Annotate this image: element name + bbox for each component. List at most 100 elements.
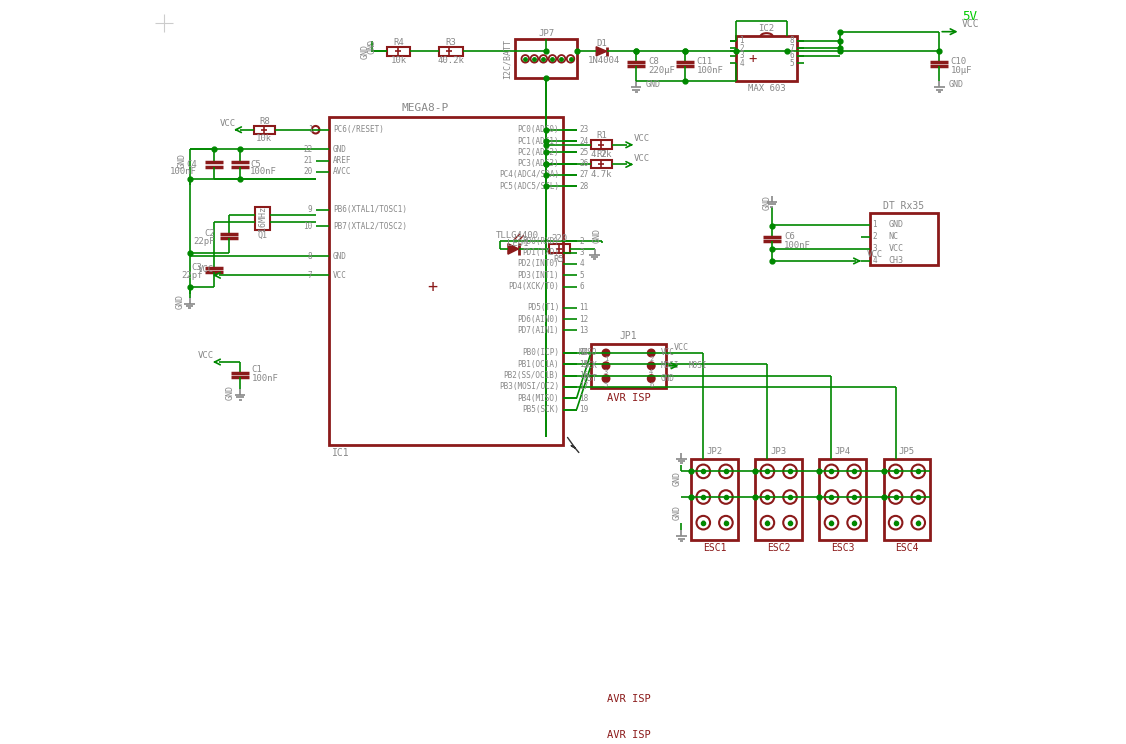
Bar: [756, 458, 802, 540]
Text: VCC: VCC: [634, 154, 650, 163]
Text: PB7(XTAL2/TOSC2): PB7(XTAL2/TOSC2): [333, 222, 406, 231]
Text: 23: 23: [580, 125, 589, 134]
Text: 13: 13: [580, 326, 589, 335]
Text: AVR ISP: AVR ISP: [607, 394, 651, 403]
Text: 4: 4: [580, 260, 584, 269]
Text: 10k: 10k: [391, 56, 406, 65]
Text: C10: C10: [950, 57, 967, 66]
Text: PD4(XCK/T0): PD4(XCK/T0): [508, 282, 560, 291]
Text: 20: 20: [303, 167, 313, 176]
Text: 1: 1: [894, 469, 897, 474]
Text: 25: 25: [580, 148, 589, 157]
Text: 5V: 5V: [962, 10, 977, 23]
Text: 17: 17: [580, 382, 589, 391]
Text: 10μF: 10μF: [950, 65, 972, 74]
Text: PC2(ADC2): PC2(ADC2): [518, 148, 560, 157]
Text: R1: R1: [596, 130, 607, 140]
Text: AVR ISP: AVR ISP: [607, 694, 651, 704]
Text: 4.7k: 4.7k: [591, 150, 613, 159]
Text: JP1: JP1: [619, 331, 637, 341]
Text: PD5(T1): PD5(T1): [527, 304, 560, 312]
Text: 5: 5: [580, 271, 584, 280]
Text: 26: 26: [580, 159, 589, 168]
Text: VCC: VCC: [962, 19, 980, 29]
Text: 8: 8: [789, 36, 794, 45]
Text: PB4(MISO): PB4(MISO): [518, 394, 560, 403]
Text: 4: 4: [649, 369, 653, 375]
Text: 6: 6: [788, 520, 792, 525]
Text: GND: GND: [592, 228, 601, 243]
Text: 220: 220: [551, 234, 568, 243]
Text: 100nF: 100nF: [784, 240, 811, 250]
Text: 100nF: 100nF: [251, 374, 278, 383]
Text: 2: 2: [873, 232, 877, 241]
Text: PC3(ADC3): PC3(ADC3): [518, 159, 560, 168]
Text: 22: 22: [303, 145, 313, 154]
Circle shape: [312, 126, 320, 133]
Text: PC4(ADC4/SDA): PC4(ADC4/SDA): [499, 170, 560, 179]
Text: 18: 18: [580, 394, 589, 403]
Text: R3: R3: [445, 39, 456, 48]
Bar: [884, 458, 930, 540]
Text: R8: R8: [259, 117, 270, 126]
Text: PD0(RXD): PD0(RXD): [522, 237, 560, 246]
Text: 15: 15: [580, 360, 589, 369]
Text: PB3(MOSI/OC2): PB3(MOSI/OC2): [499, 382, 560, 391]
Text: 2: 2: [917, 469, 920, 474]
Text: JP2: JP2: [706, 446, 723, 455]
Text: 2: 2: [788, 469, 792, 474]
Text: GND: GND: [660, 374, 674, 383]
Text: 1N4004: 1N4004: [588, 56, 619, 65]
Text: SCK: SCK: [583, 362, 597, 371]
Text: PC6(/RESET): PC6(/RESET): [333, 125, 384, 134]
Text: PD7(AIN1): PD7(AIN1): [518, 326, 560, 335]
Text: 12: 12: [580, 315, 589, 324]
Text: 1: 1: [701, 469, 705, 474]
Text: JP7: JP7: [538, 30, 554, 39]
Text: 4: 4: [873, 257, 877, 266]
Text: +: +: [428, 278, 438, 295]
Text: 4: 4: [740, 59, 744, 68]
Text: 100nF: 100nF: [250, 167, 277, 176]
Text: RST: RST: [583, 374, 597, 383]
Text: 10k: 10k: [257, 133, 272, 143]
Text: TLLG4400: TLLG4400: [497, 231, 539, 240]
Text: AVCC: AVCC: [333, 167, 351, 176]
Text: VCC: VCC: [220, 119, 235, 128]
Text: VCC: VCC: [888, 244, 904, 254]
Circle shape: [602, 362, 610, 370]
Text: 6: 6: [724, 520, 727, 525]
Text: 100nF: 100nF: [170, 167, 197, 176]
Text: PD3(INT1): PD3(INT1): [518, 271, 560, 280]
Bar: [820, 458, 866, 540]
Text: GND: GND: [672, 505, 681, 520]
Bar: [591, 344, 667, 388]
Text: 16: 16: [580, 371, 589, 380]
Text: 6: 6: [580, 282, 584, 291]
Text: R4: R4: [393, 39, 404, 48]
Text: 4: 4: [852, 495, 856, 499]
Text: 6: 6: [852, 520, 856, 525]
Text: LED1: LED1: [507, 239, 528, 248]
Text: 9: 9: [309, 205, 313, 214]
Text: ESC2: ESC2: [767, 542, 790, 553]
Bar: [691, 458, 738, 540]
Text: PB0(ICP): PB0(ICP): [522, 348, 560, 357]
Text: 1: 1: [740, 36, 744, 45]
Text: 40.2k: 40.2k: [437, 56, 464, 65]
Text: 16MHz: 16MHz: [258, 206, 267, 231]
Text: 27: 27: [580, 170, 589, 179]
Text: 4: 4: [788, 495, 792, 499]
Text: GND: GND: [762, 195, 771, 210]
Text: 3: 3: [830, 495, 833, 499]
Text: 6: 6: [917, 520, 920, 525]
Text: 6: 6: [789, 51, 794, 60]
Text: 6: 6: [649, 382, 653, 388]
Bar: [253, 126, 275, 134]
Text: 5: 5: [604, 382, 608, 388]
Text: 21: 21: [303, 156, 313, 165]
Text: JP4: JP4: [834, 446, 851, 455]
Text: R5: R5: [554, 255, 564, 264]
Text: 24: 24: [580, 137, 589, 146]
Bar: [387, 47, 410, 56]
